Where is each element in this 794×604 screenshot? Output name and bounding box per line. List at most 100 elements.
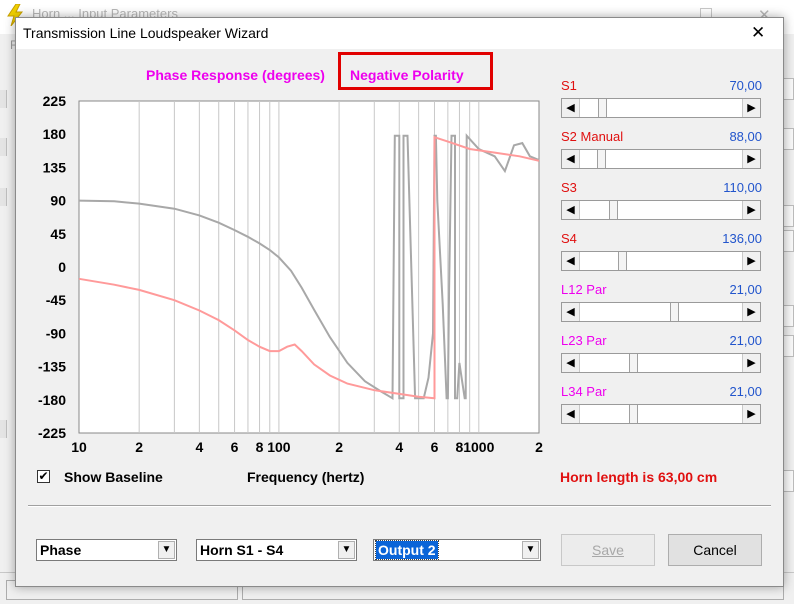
x-tick-label: 2 <box>535 439 543 455</box>
slider-thumb[interactable] <box>670 303 680 321</box>
x-tick-label: 4 <box>195 439 203 455</box>
background-control-edge <box>783 128 794 150</box>
y-tick-label: 90 <box>50 193 66 209</box>
slider-label: S1 <box>561 78 577 93</box>
arrow-left-icon[interactable]: ◀ <box>562 405 580 423</box>
slider-scrollbar[interactable]: ◀ ▶ <box>561 149 761 169</box>
x-tick-label: 2 <box>135 439 143 455</box>
save-button[interactable]: Save <box>561 534 655 566</box>
slider-label: S3 <box>561 180 577 195</box>
horn-select[interactable]: Horn S1 - S4 ▼ <box>196 539 357 561</box>
slider-thumb[interactable] <box>598 99 608 117</box>
slider-label: S2 Manual <box>561 129 624 144</box>
x-axis-label: Frequency (hertz) <box>247 469 365 485</box>
arrow-left-icon[interactable]: ◀ <box>562 354 580 372</box>
arrow-right-icon[interactable]: ▶ <box>742 354 760 372</box>
slider-label: L12 Par <box>561 282 607 297</box>
polarity-highlight-box <box>338 52 493 90</box>
arrow-right-icon[interactable]: ▶ <box>742 405 760 423</box>
background-control-edge <box>783 230 794 252</box>
y-tick-label: 0 <box>58 259 66 275</box>
x-tick-label: 6 <box>231 439 239 455</box>
slider-value: 136,00 <box>722 231 762 246</box>
arrow-right-icon[interactable]: ▶ <box>742 99 760 117</box>
dialog-title: Transmission Line Loudspeaker Wizard <box>23 25 269 41</box>
chevron-down-icon[interactable]: ▼ <box>158 541 175 559</box>
output-phase-line <box>78 135 540 400</box>
plot-type-value: Phase <box>40 542 82 558</box>
x-tick-label: 8 <box>456 439 464 455</box>
y-tick-label: -135 <box>38 359 66 375</box>
background-control-edge <box>0 188 7 206</box>
background-control-edge <box>783 78 794 100</box>
slider-value: 88,00 <box>729 129 762 144</box>
show-baseline-label[interactable]: Show Baseline <box>64 469 163 485</box>
arrow-right-icon[interactable]: ▶ <box>742 252 760 270</box>
y-tick-label: 225 <box>43 93 67 109</box>
slider-thumb[interactable] <box>609 201 619 219</box>
background-control-edge <box>783 205 794 227</box>
arrow-right-icon[interactable]: ▶ <box>742 150 760 168</box>
x-tick-label: 4 <box>395 439 403 455</box>
x-tick-label: 10 <box>71 439 87 455</box>
save-button-label: Save <box>592 542 624 558</box>
polarity-label[interactable]: Negative Polarity <box>350 67 464 83</box>
wizard-dialog: Transmission Line Loudspeaker Wizard ✕ P… <box>15 17 784 587</box>
output-select[interactable]: Output 2 ▼ <box>373 539 541 561</box>
cancel-button[interactable]: Cancel <box>668 534 762 566</box>
slider-value: 21,00 <box>729 282 762 297</box>
y-tick-label: -45 <box>46 292 66 308</box>
background-control-edge <box>0 420 7 438</box>
horn-value: Horn S1 - S4 <box>200 542 284 558</box>
x-tick-label: 2 <box>335 439 343 455</box>
arrow-right-icon[interactable]: ▶ <box>742 201 760 219</box>
plot-type-select[interactable]: Phase ▼ <box>36 539 177 561</box>
arrow-left-icon[interactable]: ◀ <box>562 303 580 321</box>
horn-length-text: Horn length is 63,00 cm <box>560 469 718 485</box>
slider-scrollbar[interactable]: ◀ ▶ <box>561 98 761 118</box>
baseline-phase-line <box>78 133 540 401</box>
x-tick-label: 6 <box>431 439 439 455</box>
background-control-edge <box>783 335 794 357</box>
arrow-right-icon[interactable]: ▶ <box>742 303 760 321</box>
slider-thumb[interactable] <box>628 405 638 423</box>
close-icon[interactable]: ✕ <box>751 23 766 42</box>
dialog-titlebar: Transmission Line Loudspeaker Wizard ✕ <box>16 18 783 49</box>
y-tick-label: 180 <box>43 126 67 142</box>
chevron-down-icon[interactable]: ▼ <box>522 541 539 559</box>
separator <box>28 505 771 507</box>
background-control-edge <box>0 90 7 108</box>
chevron-down-icon[interactable]: ▼ <box>338 541 355 559</box>
y-tick-label: -225 <box>38 425 66 441</box>
y-tick-label: 45 <box>50 226 66 242</box>
slider-scrollbar[interactable]: ◀ ▶ <box>561 404 761 424</box>
y-tick-label: 135 <box>43 159 67 175</box>
slider-thumb[interactable] <box>596 150 606 168</box>
slider-value: 21,00 <box>729 384 762 399</box>
background-control-edge <box>0 138 7 156</box>
slider-scrollbar[interactable]: ◀ ▶ <box>561 251 761 271</box>
x-tick-label: 100 <box>267 439 291 455</box>
slider-scrollbar[interactable]: ◀ ▶ <box>561 200 761 220</box>
arrow-left-icon[interactable]: ◀ <box>562 252 580 270</box>
y-tick-label: -180 <box>38 392 66 408</box>
y-tick-label: -90 <box>46 325 66 341</box>
slider-label: S4 <box>561 231 577 246</box>
slider-scrollbar[interactable]: ◀ ▶ <box>561 353 761 373</box>
show-baseline-checkbox[interactable]: ✔ <box>37 469 50 483</box>
slider-thumb[interactable] <box>628 354 638 372</box>
slider-label: L34 Par <box>561 384 607 399</box>
slider-scrollbar[interactable]: ◀ ▶ <box>561 302 761 322</box>
slider-value: 70,00 <box>729 78 762 93</box>
slider-value: 21,00 <box>729 333 762 348</box>
arrow-left-icon[interactable]: ◀ <box>562 201 580 219</box>
slider-value: 110,00 <box>723 180 762 195</box>
x-tick-label: 8 <box>256 439 264 455</box>
background-control-edge <box>783 305 794 327</box>
arrow-left-icon[interactable]: ◀ <box>562 150 580 168</box>
arrow-left-icon[interactable]: ◀ <box>562 99 580 117</box>
background-control-edge <box>783 470 794 492</box>
slider-thumb[interactable] <box>618 252 628 270</box>
x-tick-label: 1000 <box>463 439 494 455</box>
